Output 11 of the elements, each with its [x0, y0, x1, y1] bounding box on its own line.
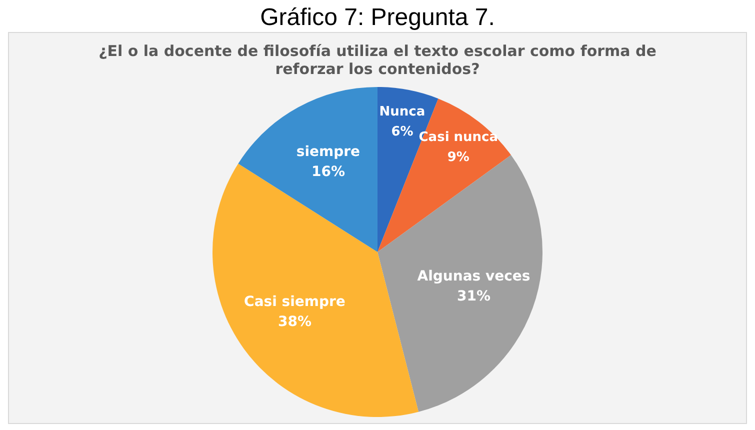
chart-subtitle: ¿El o la docente de filosofía utiliza el texto escolar como forma de reforzar los contenidos?: [98, 42, 656, 78]
data-label: 16%: [311, 164, 345, 180]
data-label: 38%: [278, 314, 312, 330]
data-label: 31%: [456, 288, 491, 304]
slice-label: Nunca: [379, 104, 426, 120]
data-label: 9%: [447, 150, 470, 166]
data-label: 6%: [391, 124, 414, 140]
slice-label: siempre: [296, 144, 360, 160]
chart-title: Gráfico 7: Pregunta 7.: [259, 4, 496, 32]
slice-label: Casi siempre: [244, 294, 346, 310]
slice-label: Algunas veces: [417, 268, 530, 284]
